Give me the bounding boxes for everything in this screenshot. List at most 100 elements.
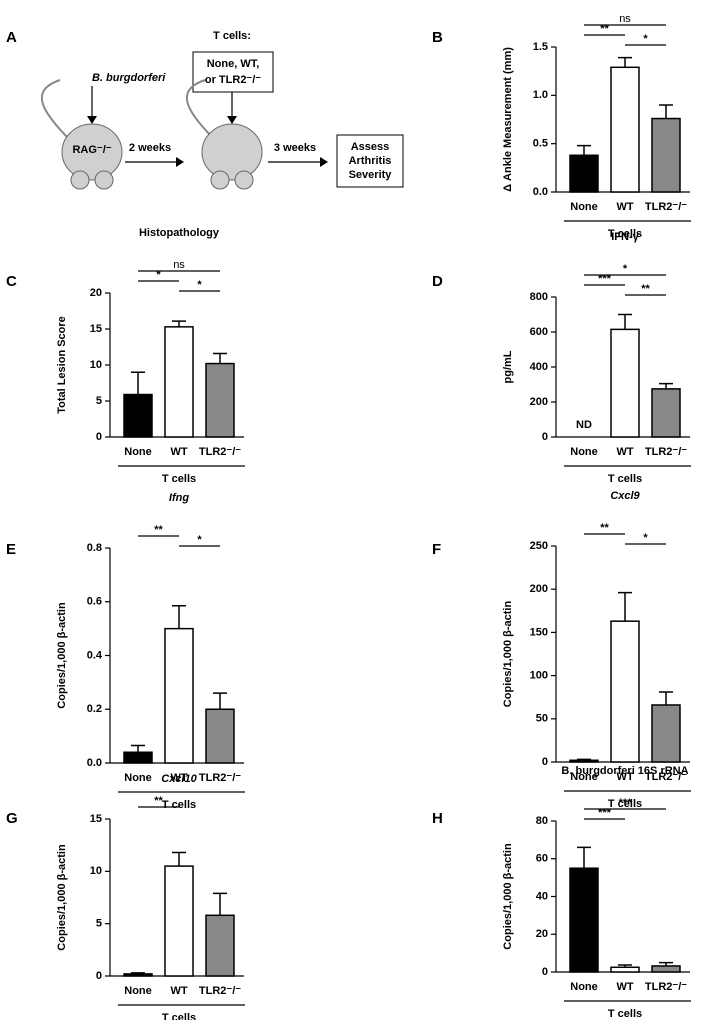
y-axis-label: Total Lesion Score <box>56 316 68 414</box>
y-tick-label: 0 <box>542 756 548 768</box>
x-tick-label: WT <box>616 771 633 783</box>
x-tick-label: TLR2⁻/⁻ <box>645 981 687 993</box>
significance-label: ** <box>600 23 609 35</box>
error-bar <box>577 758 591 761</box>
x-tick-label: WT <box>616 981 633 993</box>
bar <box>123 393 153 438</box>
panel-label: G <box>6 810 18 827</box>
y-tick-label: 200 <box>530 583 548 595</box>
y-tick-label: 15 <box>90 323 102 335</box>
y-tick-label: 1.5 <box>533 41 548 53</box>
x-tick-label: None <box>570 981 598 993</box>
bar <box>205 708 235 764</box>
y-tick-label: 0.8 <box>87 542 102 554</box>
significance-label: *** <box>598 273 612 285</box>
bar <box>569 867 599 973</box>
error-bar <box>213 892 227 916</box>
bar <box>123 751 153 764</box>
error-bar <box>618 56 632 68</box>
bar <box>164 627 194 764</box>
x-axis-label: T cells <box>608 228 642 240</box>
significance-label: * <box>197 279 202 291</box>
tcell-box-line: None, WT, <box>207 58 260 70</box>
y-tick-label: 20 <box>90 287 102 299</box>
arrowhead <box>320 157 328 167</box>
bar <box>610 966 640 973</box>
error-bar <box>659 382 673 389</box>
x-axis-label: T cells <box>608 473 642 485</box>
error-bar <box>659 961 673 966</box>
assess-box-line: Assess <box>351 141 390 153</box>
pathogen-label: B. burgdorferi <box>92 72 166 84</box>
y-tick-label: 80 <box>536 815 548 827</box>
y-tick-label: 20 <box>536 928 548 940</box>
y-tick-label: 5 <box>96 395 102 407</box>
y-axis-label: Copies/1,000 β-actin <box>502 601 514 708</box>
panel-label: F <box>432 541 441 558</box>
y-tick-label: 0 <box>542 966 548 978</box>
tcell-box <box>192 51 274 93</box>
y-tick-label: 600 <box>530 326 548 338</box>
x-tick-label: None <box>124 985 152 997</box>
significance-label: * <box>156 269 161 281</box>
mouse-label: RAG⁻/⁻ <box>72 144 111 156</box>
y-tick-label: 0 <box>96 970 102 982</box>
significance-label: * <box>623 263 628 275</box>
error-bar <box>213 692 227 710</box>
significance-label: ** <box>154 795 163 807</box>
error-bar <box>131 972 145 974</box>
chart-title: Histopathology <box>139 227 220 239</box>
chart-title: B. burgdorferi 16S rRNA <box>561 765 688 777</box>
y-axis-label: Δ Ankle Measurement (mm) <box>502 47 514 192</box>
y-tick-label: 200 <box>530 396 548 408</box>
x-tick-label: TLR2⁻/⁻ <box>199 446 241 458</box>
x-tick-label: None <box>124 446 152 458</box>
chart-title: Cxcl9 <box>610 490 640 502</box>
error-bar <box>172 605 186 629</box>
bar <box>651 388 681 438</box>
arrowhead <box>87 116 97 124</box>
x-tick-label: None <box>124 772 152 784</box>
bar <box>164 865 194 977</box>
panel-label: A <box>6 29 17 46</box>
value-label: ND <box>576 419 592 431</box>
bar <box>164 326 194 438</box>
y-tick-label: 800 <box>530 291 548 303</box>
tcell-title: T cells: <box>213 30 251 42</box>
error-bar <box>172 851 186 867</box>
bar <box>610 66 640 193</box>
arrowhead <box>227 116 237 124</box>
significance-label: *** <box>619 797 633 809</box>
x-tick-label: TLR2⁻/⁻ <box>199 772 241 784</box>
mouse-body <box>201 123 263 181</box>
error-bar <box>577 144 591 156</box>
bar <box>123 973 153 977</box>
y-tick-label: 0.0 <box>533 186 548 198</box>
x-axis-label: T cells <box>608 1008 642 1020</box>
bar <box>651 117 681 193</box>
x-axis-label: T cells <box>162 473 196 485</box>
mouse-tail <box>40 79 71 141</box>
assess-box <box>336 134 404 188</box>
x-tick-label: None <box>570 771 598 783</box>
y-tick-label: 10 <box>90 359 102 371</box>
arrowhead <box>176 157 184 167</box>
error-bar <box>659 691 673 705</box>
y-tick-label: 1.0 <box>533 89 548 101</box>
y-axis-label: Copies/1,000 β-actin <box>56 602 68 709</box>
y-tick-label: 15 <box>90 813 102 825</box>
x-tick-label: None <box>570 201 598 213</box>
error-bar <box>618 964 632 968</box>
assess-box-line: Arthritis <box>349 155 392 167</box>
bar <box>651 965 681 973</box>
significance-label: *** <box>598 807 612 819</box>
y-tick-label: 60 <box>536 853 548 865</box>
bar <box>205 914 235 977</box>
bar <box>651 704 681 763</box>
y-tick-label: 150 <box>530 626 548 638</box>
bar <box>569 759 599 763</box>
mouse-tail <box>185 79 216 141</box>
y-tick-label: 0.4 <box>87 649 103 661</box>
